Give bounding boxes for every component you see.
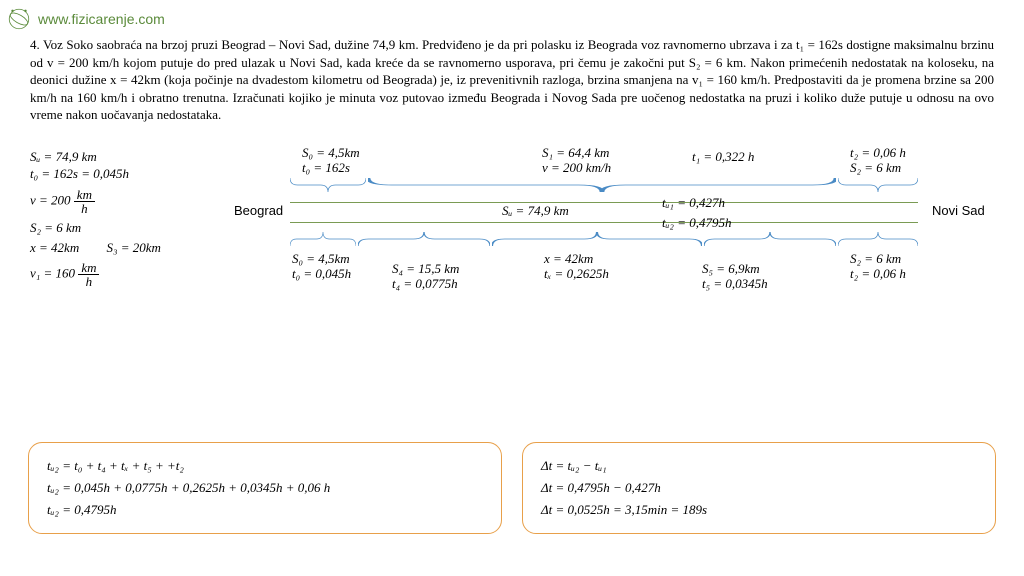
t2-line1: t₂ = 0,06 h	[850, 145, 906, 160]
box2-l3: Δt = 0,0525h = 3,15min = 189s	[541, 499, 977, 521]
s0-line1: S₀ = 4,5km	[302, 145, 360, 160]
brace-bot-s2	[838, 232, 918, 246]
top-s1: S₁ = 64,4 km v = 200 km/h	[542, 146, 611, 176]
box1-l1: tᵤ₂ = t₀ + t₄ + tₓ + t₅ + +t₂	[47, 455, 483, 477]
bx-l1: x = 42km	[544, 251, 593, 266]
box2-l2: Δt = 0,4795h − 0,427h	[541, 477, 977, 499]
bot-s4: S₄ = 15,5 km t₄ = 0,0775h	[392, 262, 459, 292]
city-novisad: Novi Sad	[932, 204, 985, 219]
v-den: h	[74, 202, 95, 215]
v1-prefix: v₁ = 160	[30, 266, 75, 281]
box-dt: Δt = tᵤ₂ − tᵤ₁ Δt = 0,4795h − 0,427h Δt …	[522, 442, 996, 534]
problem-text: 4. Voz Soko saobraća na brzoj pruzi Beog…	[30, 36, 994, 124]
bs5-l2: t₅ = 0,0345h	[702, 276, 768, 291]
bs0-l1: S₀ = 4,5km	[292, 251, 350, 266]
top-s0: S₀ = 4,5km t₀ = 162s	[302, 146, 360, 176]
bs4-l1: S₄ = 15,5 km	[392, 261, 459, 276]
brace-bot-s4	[358, 232, 490, 246]
tu2: tᵤ₂ = 0,4795h	[662, 216, 731, 231]
result-boxes: tᵤ₂ = t₀ + t₄ + tₓ + t₅ + +t₂ tᵤ₂ = 0,04…	[28, 442, 996, 534]
brace-top-s0	[290, 178, 366, 192]
center-su: Sᵤ = 74,9 km	[502, 204, 569, 219]
bot-x: x = 42km tₓ = 0,2625h	[544, 252, 609, 282]
s1-line1: S₁ = 64,4 km	[542, 145, 609, 160]
bs0-l2: t₀ = 0,045h	[292, 266, 351, 281]
bx-l2: tₓ = 0,2625h	[544, 266, 609, 281]
given-x-row: x = 42km S₃ = 20km	[30, 241, 240, 255]
top-t1: t₁ = 0,322 h	[692, 150, 754, 165]
s0-line2: t₀ = 162s	[302, 160, 350, 175]
v1-num: km	[78, 261, 99, 275]
site-url: www.fizicarenje.com	[38, 11, 165, 27]
top-t2: t₂ = 0,06 h S₂ = 6 km	[850, 146, 906, 176]
bot-s5: S₅ = 6,9km t₅ = 0,0345h	[702, 262, 768, 292]
bs4-l2: t₄ = 0,0775h	[392, 276, 458, 291]
given-su: Sᵤ = 74,9 km	[30, 150, 240, 164]
v-fraction: km h	[74, 188, 95, 215]
bs2-l1: S₂ = 6 km	[850, 251, 901, 266]
bot-s2: S₂ = 6 km t₂ = 0,06 h	[850, 252, 906, 282]
given-s2: S₂ = 6 km	[30, 221, 240, 235]
box1-l2: tᵤ₂ = 0,045h + 0,0775h + 0,2625h + 0,034…	[47, 477, 483, 499]
bot-s0: S₀ = 4,5km t₀ = 0,045h	[292, 252, 351, 282]
box-tu2: tᵤ₂ = t₀ + t₄ + tₓ + t₅ + +t₂ tᵤ₂ = 0,04…	[28, 442, 502, 534]
given-x: x = 42km	[30, 240, 79, 255]
brace-bot-s0	[290, 232, 356, 246]
given-s3: S₃ = 20km	[106, 240, 160, 255]
given-values: Sᵤ = 74,9 km t₀ = 162s = 0,045h v = 200 …	[30, 150, 240, 291]
brace-top-s1	[368, 178, 836, 192]
track-lower	[290, 222, 918, 223]
box2-l1: Δt = tᵤ₂ − tᵤ₁	[541, 455, 977, 477]
given-v1: v₁ = 160 km h	[30, 261, 240, 288]
s1-line2: v = 200 km/h	[542, 160, 611, 175]
bs2-l2: t₂ = 0,06 h	[850, 266, 906, 281]
tu1: tᵤ₁ = 0,427h	[662, 196, 725, 211]
brace-top-s2	[838, 178, 918, 192]
v1-den: h	[78, 275, 99, 288]
city-beograd: Beograd	[234, 204, 283, 219]
box1-l3: tᵤ₂ = 0,4795h	[47, 499, 483, 521]
bs5-l1: S₅ = 6,9km	[702, 261, 760, 276]
v-prefix: v = 200	[30, 192, 71, 207]
given-t0: t₀ = 162s = 0,045h	[30, 167, 240, 181]
track-diagram: S₀ = 4,5km t₀ = 162s S₁ = 64,4 km v = 20…	[262, 146, 1002, 316]
given-v: v = 200 km h	[30, 188, 240, 215]
track-upper	[290, 202, 918, 203]
site-header: www.fizicarenje.com	[6, 6, 165, 32]
v-num: km	[74, 188, 95, 202]
t2-line2: S₂ = 6 km	[850, 160, 901, 175]
v1-fraction: km h	[78, 261, 99, 288]
brace-bot-s5	[704, 232, 836, 246]
brace-bot-x	[492, 232, 702, 246]
logo-icon	[6, 6, 32, 32]
